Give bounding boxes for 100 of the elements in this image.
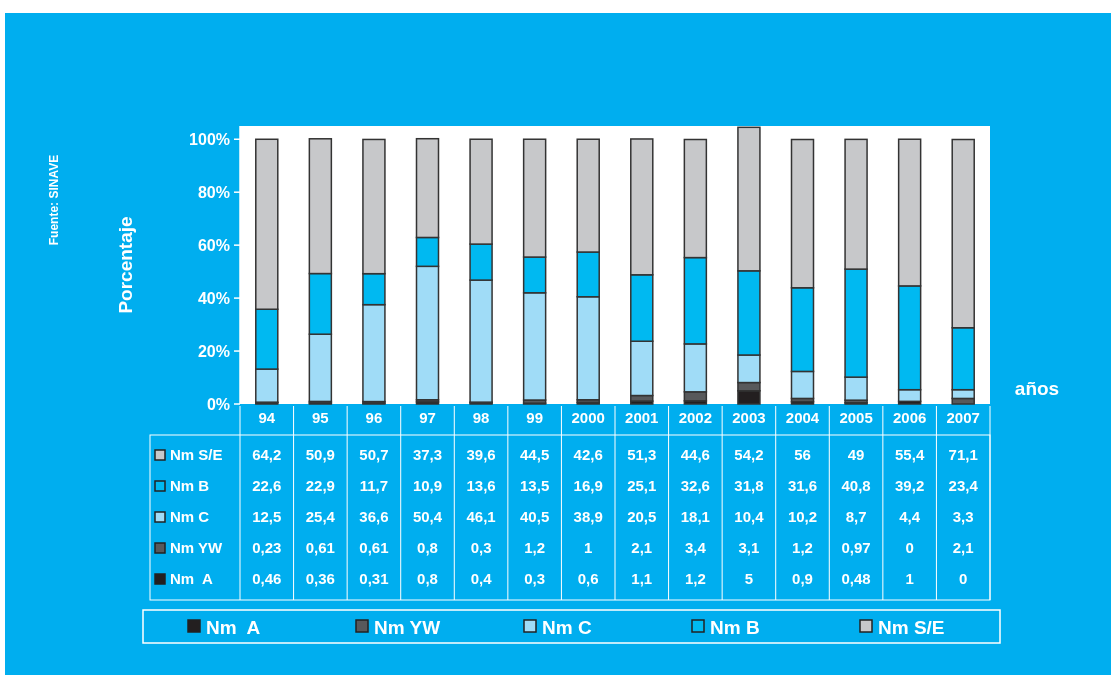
data-label: 50,9	[305, 446, 335, 464]
data-label: 0,61	[305, 539, 335, 557]
data-label: 37,3	[412, 446, 443, 464]
data-label: 10,2	[787, 508, 818, 526]
x-tick-label: 95	[312, 409, 329, 427]
data-label: 71,1	[948, 446, 978, 464]
data-label: 20,5	[627, 508, 657, 526]
data-label: 0,31	[359, 570, 389, 588]
data-label: 22,6	[252, 477, 282, 495]
data-label: 0,6	[577, 570, 599, 588]
legend-label: Nm S/E	[170, 446, 223, 464]
data-label: 56	[794, 446, 811, 464]
x-tick-label: 2004	[785, 409, 820, 427]
data-label: 0,9	[792, 570, 813, 588]
x-tick-label: 2002	[678, 409, 713, 427]
data-label: 0,48	[841, 570, 871, 588]
data-label: 1	[905, 570, 914, 588]
data-label: 64,2	[252, 446, 282, 464]
data-label: 1,2	[524, 539, 546, 557]
data-label: 2,1	[952, 539, 974, 557]
data-label: 51,3	[627, 446, 657, 464]
data-label: 0,8	[417, 539, 438, 557]
data-label: 38,9	[573, 508, 603, 526]
data-label: 0	[905, 539, 914, 557]
data-label: 8,7	[845, 508, 867, 526]
data-label: 44,5	[520, 446, 550, 464]
data-label: 50,7	[359, 446, 389, 464]
y-tick-label: 0%	[206, 395, 230, 413]
data-label: 0,97	[841, 539, 871, 557]
data-label: 55,4	[895, 446, 925, 464]
data-label: 40,5	[520, 508, 550, 526]
data-label: 10,4	[734, 508, 765, 526]
y-tick-label: 100%	[189, 130, 230, 148]
data-label: 25,4	[305, 508, 336, 526]
data-label: 4,4	[899, 508, 921, 526]
x-tick-label: 99	[526, 409, 543, 427]
legend-label: Nm B	[170, 477, 210, 495]
data-label: 16,9	[573, 477, 603, 495]
text: Nm YW	[374, 616, 441, 638]
data-label: 32,6	[680, 477, 710, 495]
data-label: 0,8	[417, 570, 438, 588]
x-tick-label: 94	[258, 409, 276, 427]
data-label: 31,6	[787, 477, 818, 495]
x-tick-label: 2005	[839, 409, 873, 427]
text: Nm A	[206, 616, 261, 638]
x-tick-label: 98	[472, 409, 490, 427]
data-label: 10,9	[412, 477, 443, 495]
data-label: 5	[744, 570, 754, 588]
legend-label: Nm YW	[170, 539, 224, 557]
data-label: 18,1	[680, 508, 710, 526]
text: Nm S/E	[878, 616, 945, 638]
data-label: 46,1	[466, 508, 496, 526]
data-label: 13,5	[520, 477, 550, 495]
data-label: 0	[959, 570, 968, 588]
y-axis-title: Porcentaje	[115, 216, 136, 314]
y-tick-label: 40%	[197, 289, 230, 307]
data-label: 39,6	[466, 446, 496, 464]
data-label: 3,1	[738, 539, 760, 557]
x-tick-label: 2000	[571, 409, 605, 427]
data-label: 12,5	[252, 508, 282, 526]
data-label: 25,1	[627, 477, 657, 495]
data-label: 0,3	[470, 539, 492, 557]
data-label: 0,3	[524, 570, 546, 588]
legend-label: Nm C	[170, 508, 210, 526]
data-label: 2,1	[631, 539, 653, 557]
data-label: 22,9	[305, 477, 335, 495]
data-label: 1,2	[684, 570, 706, 588]
data-label: 0,23	[252, 539, 282, 557]
data-label: 11,7	[359, 477, 389, 495]
data-label: 54,2	[734, 446, 764, 464]
source-note: Fuente: SINAVE	[47, 154, 61, 246]
legend-label: Nm A	[170, 570, 213, 588]
data-label: 49	[847, 446, 865, 464]
text: Nm C	[542, 616, 592, 638]
data-label: 3,3	[952, 508, 974, 526]
data-label: 23,4	[948, 477, 979, 495]
x-tick-label: 96	[365, 409, 383, 427]
data-label: 39,2	[895, 477, 925, 495]
data-label: 44,6	[680, 446, 710, 464]
text: Nm B	[710, 616, 760, 638]
x-axis-title: años	[1014, 378, 1060, 399]
data-label: 0,4	[470, 570, 493, 588]
data-label: 1,1	[631, 570, 653, 588]
data-label: 0,46	[252, 570, 282, 588]
y-tick-label: 80%	[197, 183, 230, 201]
data-label: 50,4	[412, 508, 443, 526]
x-tick-label: 2001	[625, 409, 659, 427]
data-label: 1	[584, 539, 593, 557]
data-label: 3,4	[684, 539, 707, 557]
y-tick-label: 60%	[197, 236, 230, 254]
data-label: 0,36	[305, 570, 335, 588]
x-tick-label: 2007	[946, 409, 980, 427]
data-label: 13,6	[466, 477, 496, 495]
data-label: 36,6	[359, 508, 389, 526]
x-tick-label: 97	[419, 409, 436, 427]
data-label: 31,8	[734, 477, 764, 495]
x-tick-label: 2006	[892, 409, 927, 427]
data-label: 1,2	[792, 539, 813, 557]
data-label: 0,61	[359, 539, 389, 557]
x-tick-label: 2003	[732, 409, 766, 427]
